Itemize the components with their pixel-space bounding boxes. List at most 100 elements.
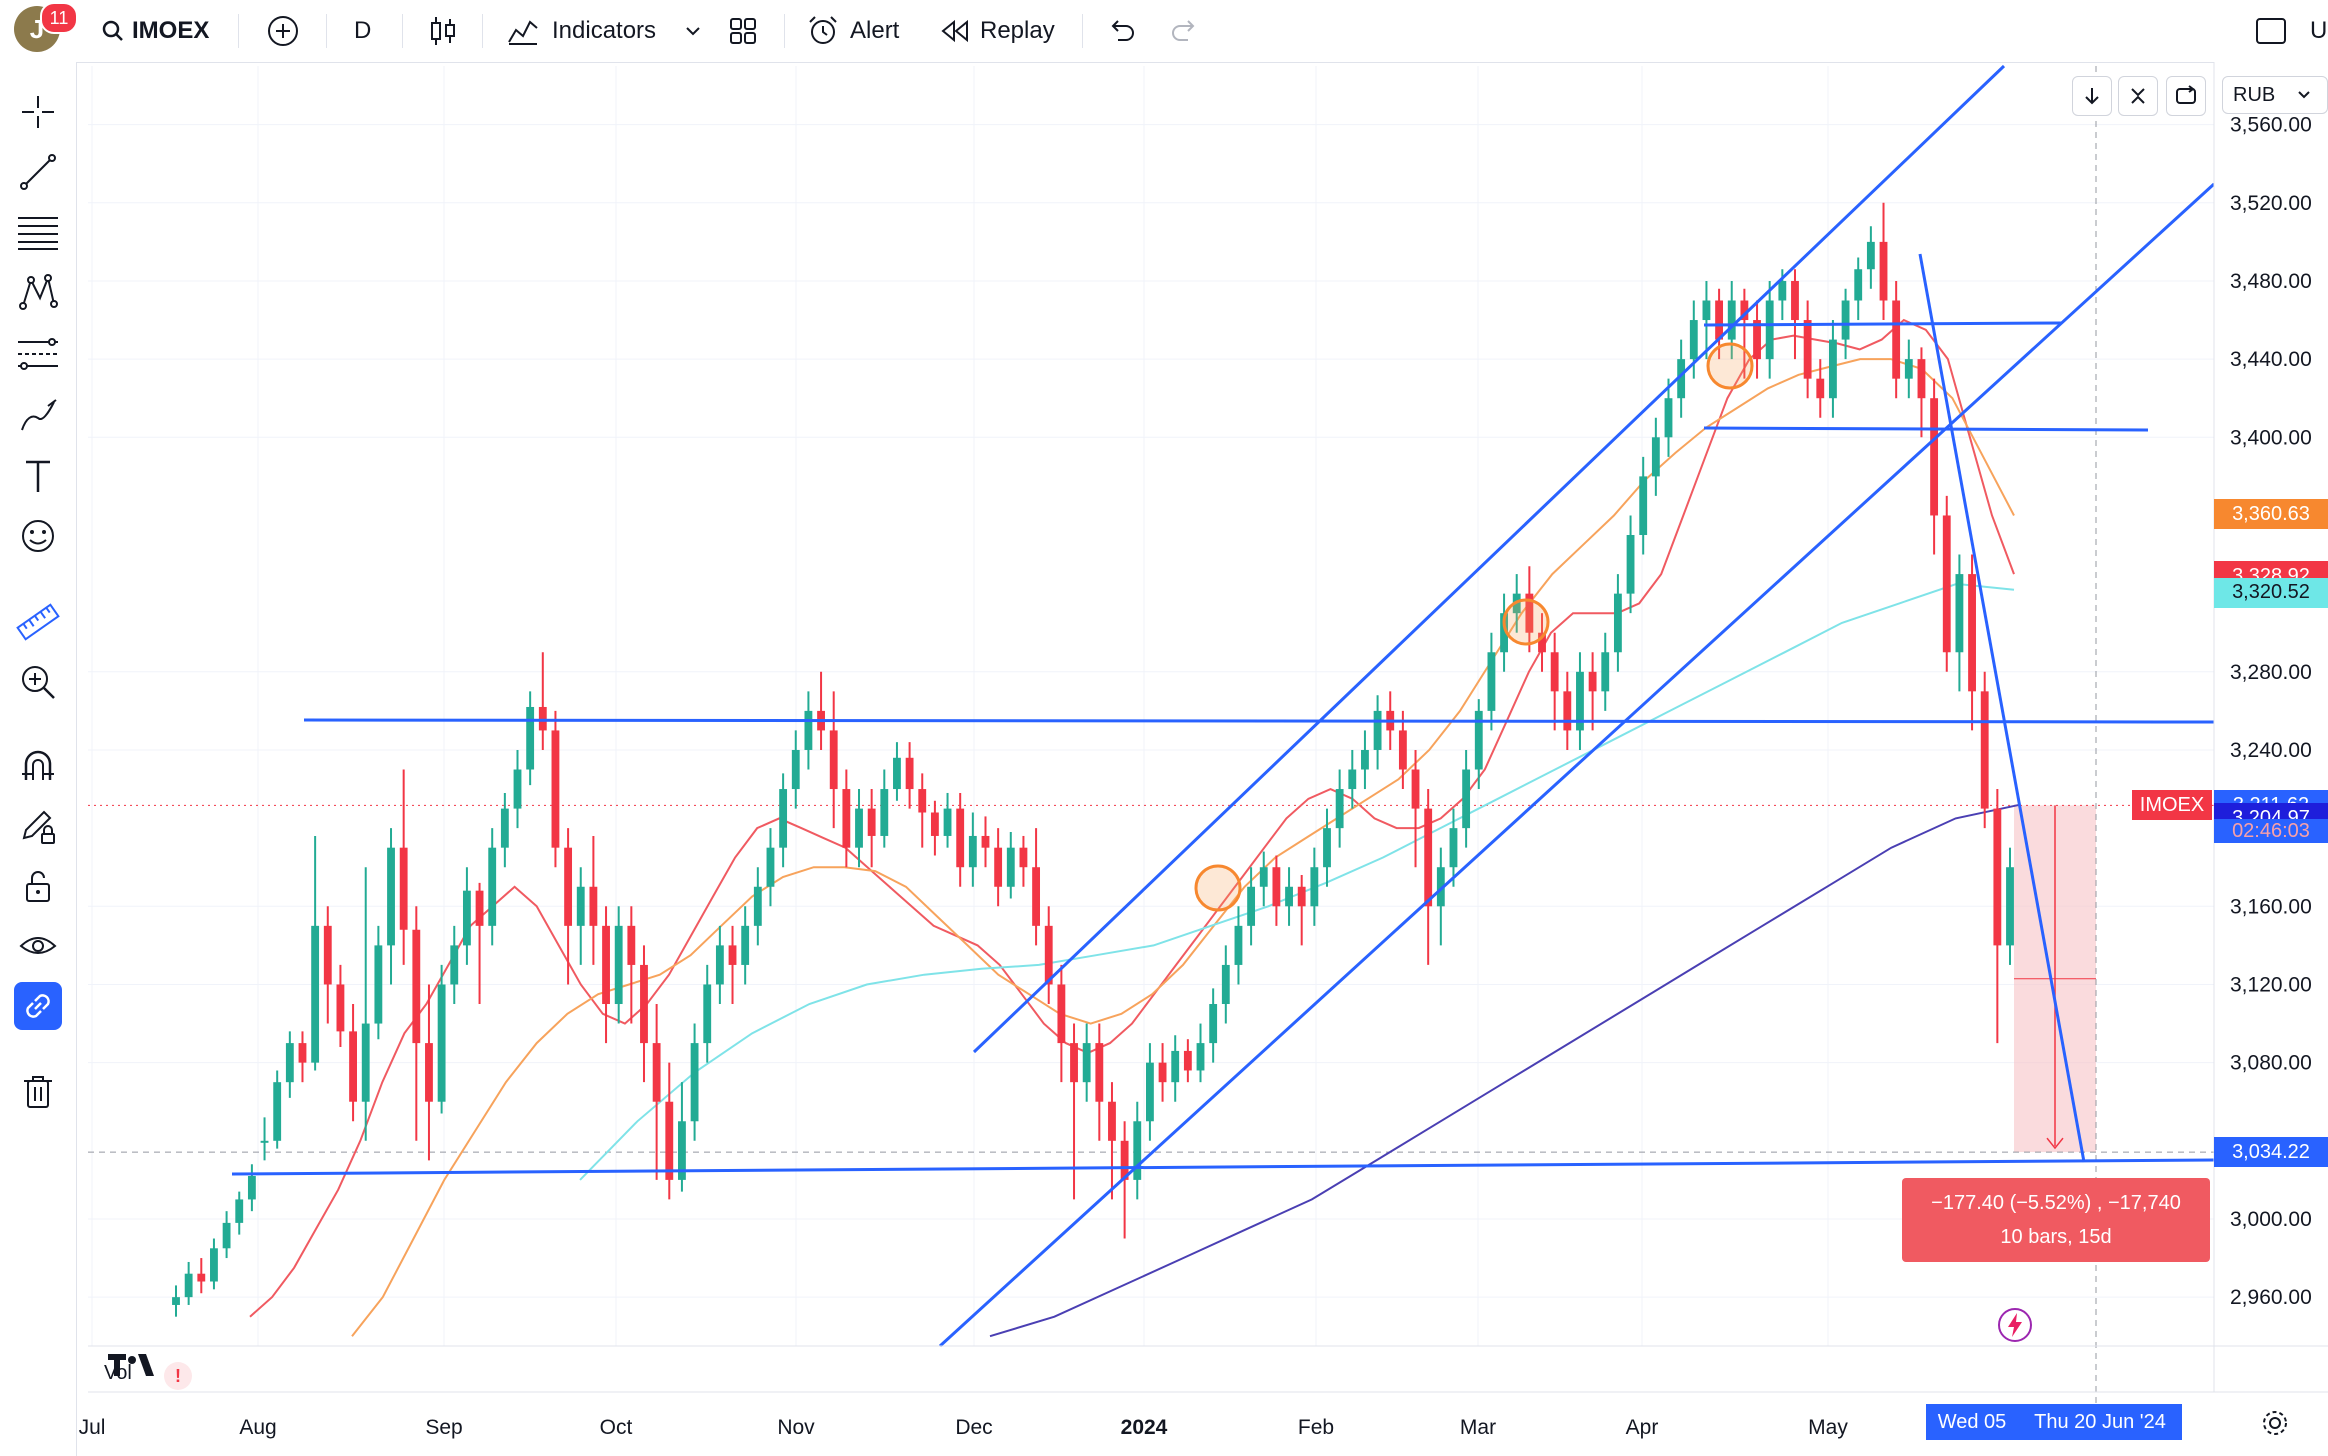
drawing-toolbar	[0, 62, 77, 1456]
symbol-price-tag: IMOEX	[2132, 790, 2212, 821]
notification-badge: 11	[40, 2, 78, 34]
measure-bars: 10 bars, 15d	[2000, 1226, 2112, 1248]
chart-type-button[interactable]	[428, 0, 458, 62]
candle-body	[678, 1121, 686, 1180]
candle-body	[1550, 652, 1559, 692]
pattern-tool[interactable]	[14, 268, 62, 316]
event-marker[interactable]	[1996, 1306, 2034, 1349]
crosshair-date-end: Thu 20 Jun '24	[2018, 1404, 2182, 1440]
candle-body	[893, 757, 901, 790]
measure-tool[interactable]	[14, 598, 62, 646]
undo-button[interactable]	[1106, 0, 1136, 62]
pencil-lock-icon	[22, 810, 55, 844]
link-icon	[26, 994, 50, 1018]
y-tick-label: 3,520.00	[2230, 192, 2312, 215]
countdown-tag: 02:46:03	[2214, 819, 2328, 844]
hide-drawings-tool[interactable]	[14, 922, 62, 970]
chart-settings-button[interactable]	[2260, 1408, 2290, 1443]
indicators-button[interactable]: Indicators	[506, 0, 656, 62]
volume-warning-icon[interactable]: !	[164, 1362, 192, 1390]
measure-rect	[2014, 805, 2096, 1153]
pattern-icon	[19, 274, 58, 310]
candle-body	[1209, 1004, 1218, 1044]
candle-body	[1917, 359, 1926, 399]
candle-body	[513, 769, 522, 809]
candles	[172, 202, 2014, 1317]
replay-button[interactable]: Replay	[940, 0, 1055, 62]
candle-body	[172, 1297, 180, 1305]
brush-tool[interactable]	[14, 392, 62, 440]
candle-body	[1386, 710, 1395, 731]
candle-body	[867, 808, 876, 836]
candle-body	[1993, 808, 2002, 946]
symbol-search[interactable]: IMOEX	[100, 0, 209, 62]
candle-body	[387, 847, 395, 946]
grid-icon	[730, 18, 756, 44]
scroll-down-button[interactable]	[2072, 76, 2112, 116]
ema-fast-line	[249, 318, 2015, 1318]
indicators-icon	[508, 20, 538, 45]
candle-body	[1702, 300, 1711, 321]
alert-button[interactable]: Alert	[806, 0, 899, 62]
fullscreen-button[interactable]	[2254, 0, 2288, 62]
candle-body	[1841, 300, 1850, 340]
indicators-label: Indicators	[552, 17, 657, 44]
zoom-tool[interactable]	[14, 658, 62, 706]
moving-averages	[249, 318, 2021, 1338]
candle-body	[1145, 1062, 1154, 1122]
text-tool[interactable]	[14, 452, 62, 500]
refresh-button[interactable]	[2166, 76, 2206, 116]
candle-body	[538, 706, 547, 731]
candle-body	[374, 945, 383, 1024]
top-toolbar: J 11 IMOEX D Indicators Alert Replay U	[0, 0, 2328, 63]
candle-body	[1904, 359, 1913, 379]
y-tick-label: 2,960.00	[2230, 1286, 2312, 1309]
crosshair-tool[interactable]	[14, 88, 62, 136]
remove-drawings-tool[interactable]	[14, 1068, 62, 1116]
user-menu-button[interactable]: U	[2310, 17, 2328, 44]
fib-tool[interactable]	[14, 208, 62, 256]
plus-circle-icon	[268, 16, 298, 46]
candle-body	[1259, 867, 1268, 887]
candle-body	[1487, 652, 1496, 711]
candle-body	[197, 1273, 206, 1282]
emoji-tool[interactable]	[14, 512, 62, 560]
trend-line-tool[interactable]	[14, 148, 62, 196]
indicators-dropdown[interactable]	[684, 0, 702, 62]
currency-selector[interactable]: RUB	[2222, 76, 2328, 114]
candle-body	[1006, 847, 1015, 887]
candle-body	[1613, 593, 1622, 653]
x-tick-label: 2024	[1121, 1416, 1168, 1439]
sync-drawings-tool[interactable]	[14, 982, 62, 1030]
interval-button[interactable]: D	[354, 17, 372, 44]
candle-body	[855, 808, 863, 848]
x-tick-label: Apr	[1626, 1416, 1659, 1439]
collapse-button[interactable]	[2118, 76, 2158, 116]
candle-body	[412, 929, 421, 1044]
candle-body	[222, 1222, 231, 1249]
trend-line-icon	[20, 154, 56, 190]
forecast-tool[interactable]	[14, 330, 62, 378]
candle-body	[753, 886, 762, 926]
y-tick-label: 3,240.00	[2230, 739, 2312, 762]
compare-button[interactable]	[266, 0, 300, 62]
candle-body	[1474, 710, 1483, 770]
highlight-circle	[1194, 864, 1242, 912]
y-tick-label: 3,400.00	[2230, 426, 2312, 449]
refresh-icon	[2176, 85, 2196, 104]
candle-body	[1563, 691, 1572, 731]
candle-body	[210, 1248, 218, 1282]
candle-body	[399, 847, 408, 930]
ruler-icon	[16, 603, 60, 641]
unlock-icon	[26, 871, 50, 902]
layouts-button[interactable]	[728, 0, 758, 62]
lock-all-tool[interactable]	[14, 862, 62, 910]
candle-body	[1816, 378, 1825, 399]
lock-drawing-mode-tool[interactable]	[14, 802, 62, 850]
candle-body	[1323, 828, 1331, 868]
candle-body	[500, 808, 509, 848]
fib-lines-icon	[18, 217, 58, 250]
scale-highlight	[2214, 805, 2328, 1153]
redo-button[interactable]	[1170, 0, 1200, 62]
magnet-tool[interactable]	[14, 742, 62, 790]
